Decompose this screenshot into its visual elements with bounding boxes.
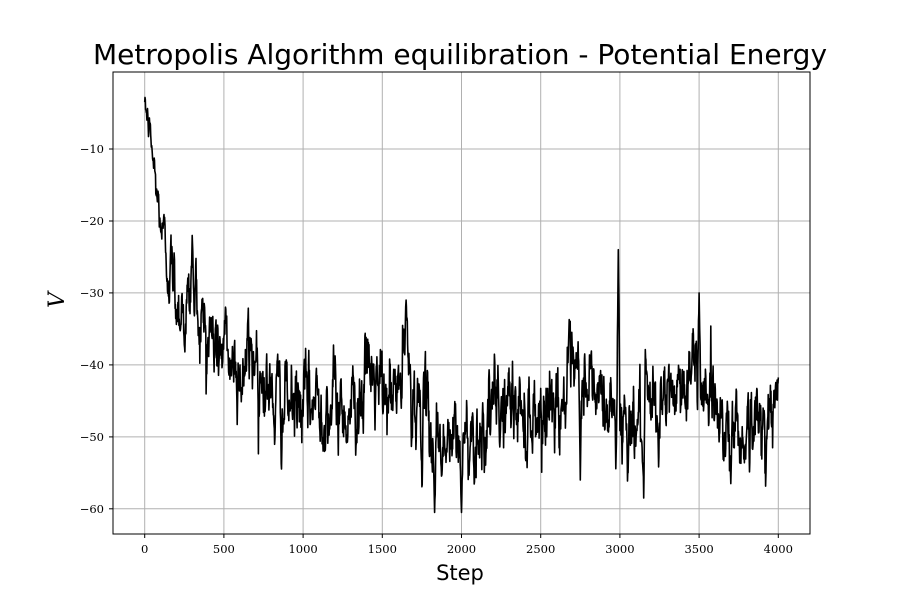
chart-title: Metropolis Algorithm equilibration - Pot… xyxy=(93,38,827,71)
y-tick-label: −40 xyxy=(80,358,104,372)
x-tick-label: 2500 xyxy=(526,542,555,556)
y-tick-label: −10 xyxy=(80,142,104,156)
x-tick-label: 500 xyxy=(213,542,235,556)
x-axis-title: Step xyxy=(436,561,484,585)
y-tick-label: −30 xyxy=(80,286,104,300)
x-tick-label: 3000 xyxy=(605,542,634,556)
series-line xyxy=(143,96,780,514)
x-tick-label: 2000 xyxy=(447,542,476,556)
y-tick-label: −60 xyxy=(80,502,104,516)
y-tick-label: −20 xyxy=(80,214,104,228)
x-tick-label: 3500 xyxy=(684,542,713,556)
x-tick-label: 1500 xyxy=(368,542,397,556)
axis-ticks: 0 500 1000 1500 2000 2500 3000 3500 4000 −10 −20 −3… xyxy=(80,142,793,556)
grid xyxy=(113,72,810,534)
y-tick-label: −50 xyxy=(80,430,104,444)
x-tick-label: 4000 xyxy=(764,542,793,556)
y-axis-title: V xyxy=(45,290,70,308)
x-tick-label: 0 xyxy=(141,542,148,556)
x-tick-label: 1000 xyxy=(288,542,317,556)
